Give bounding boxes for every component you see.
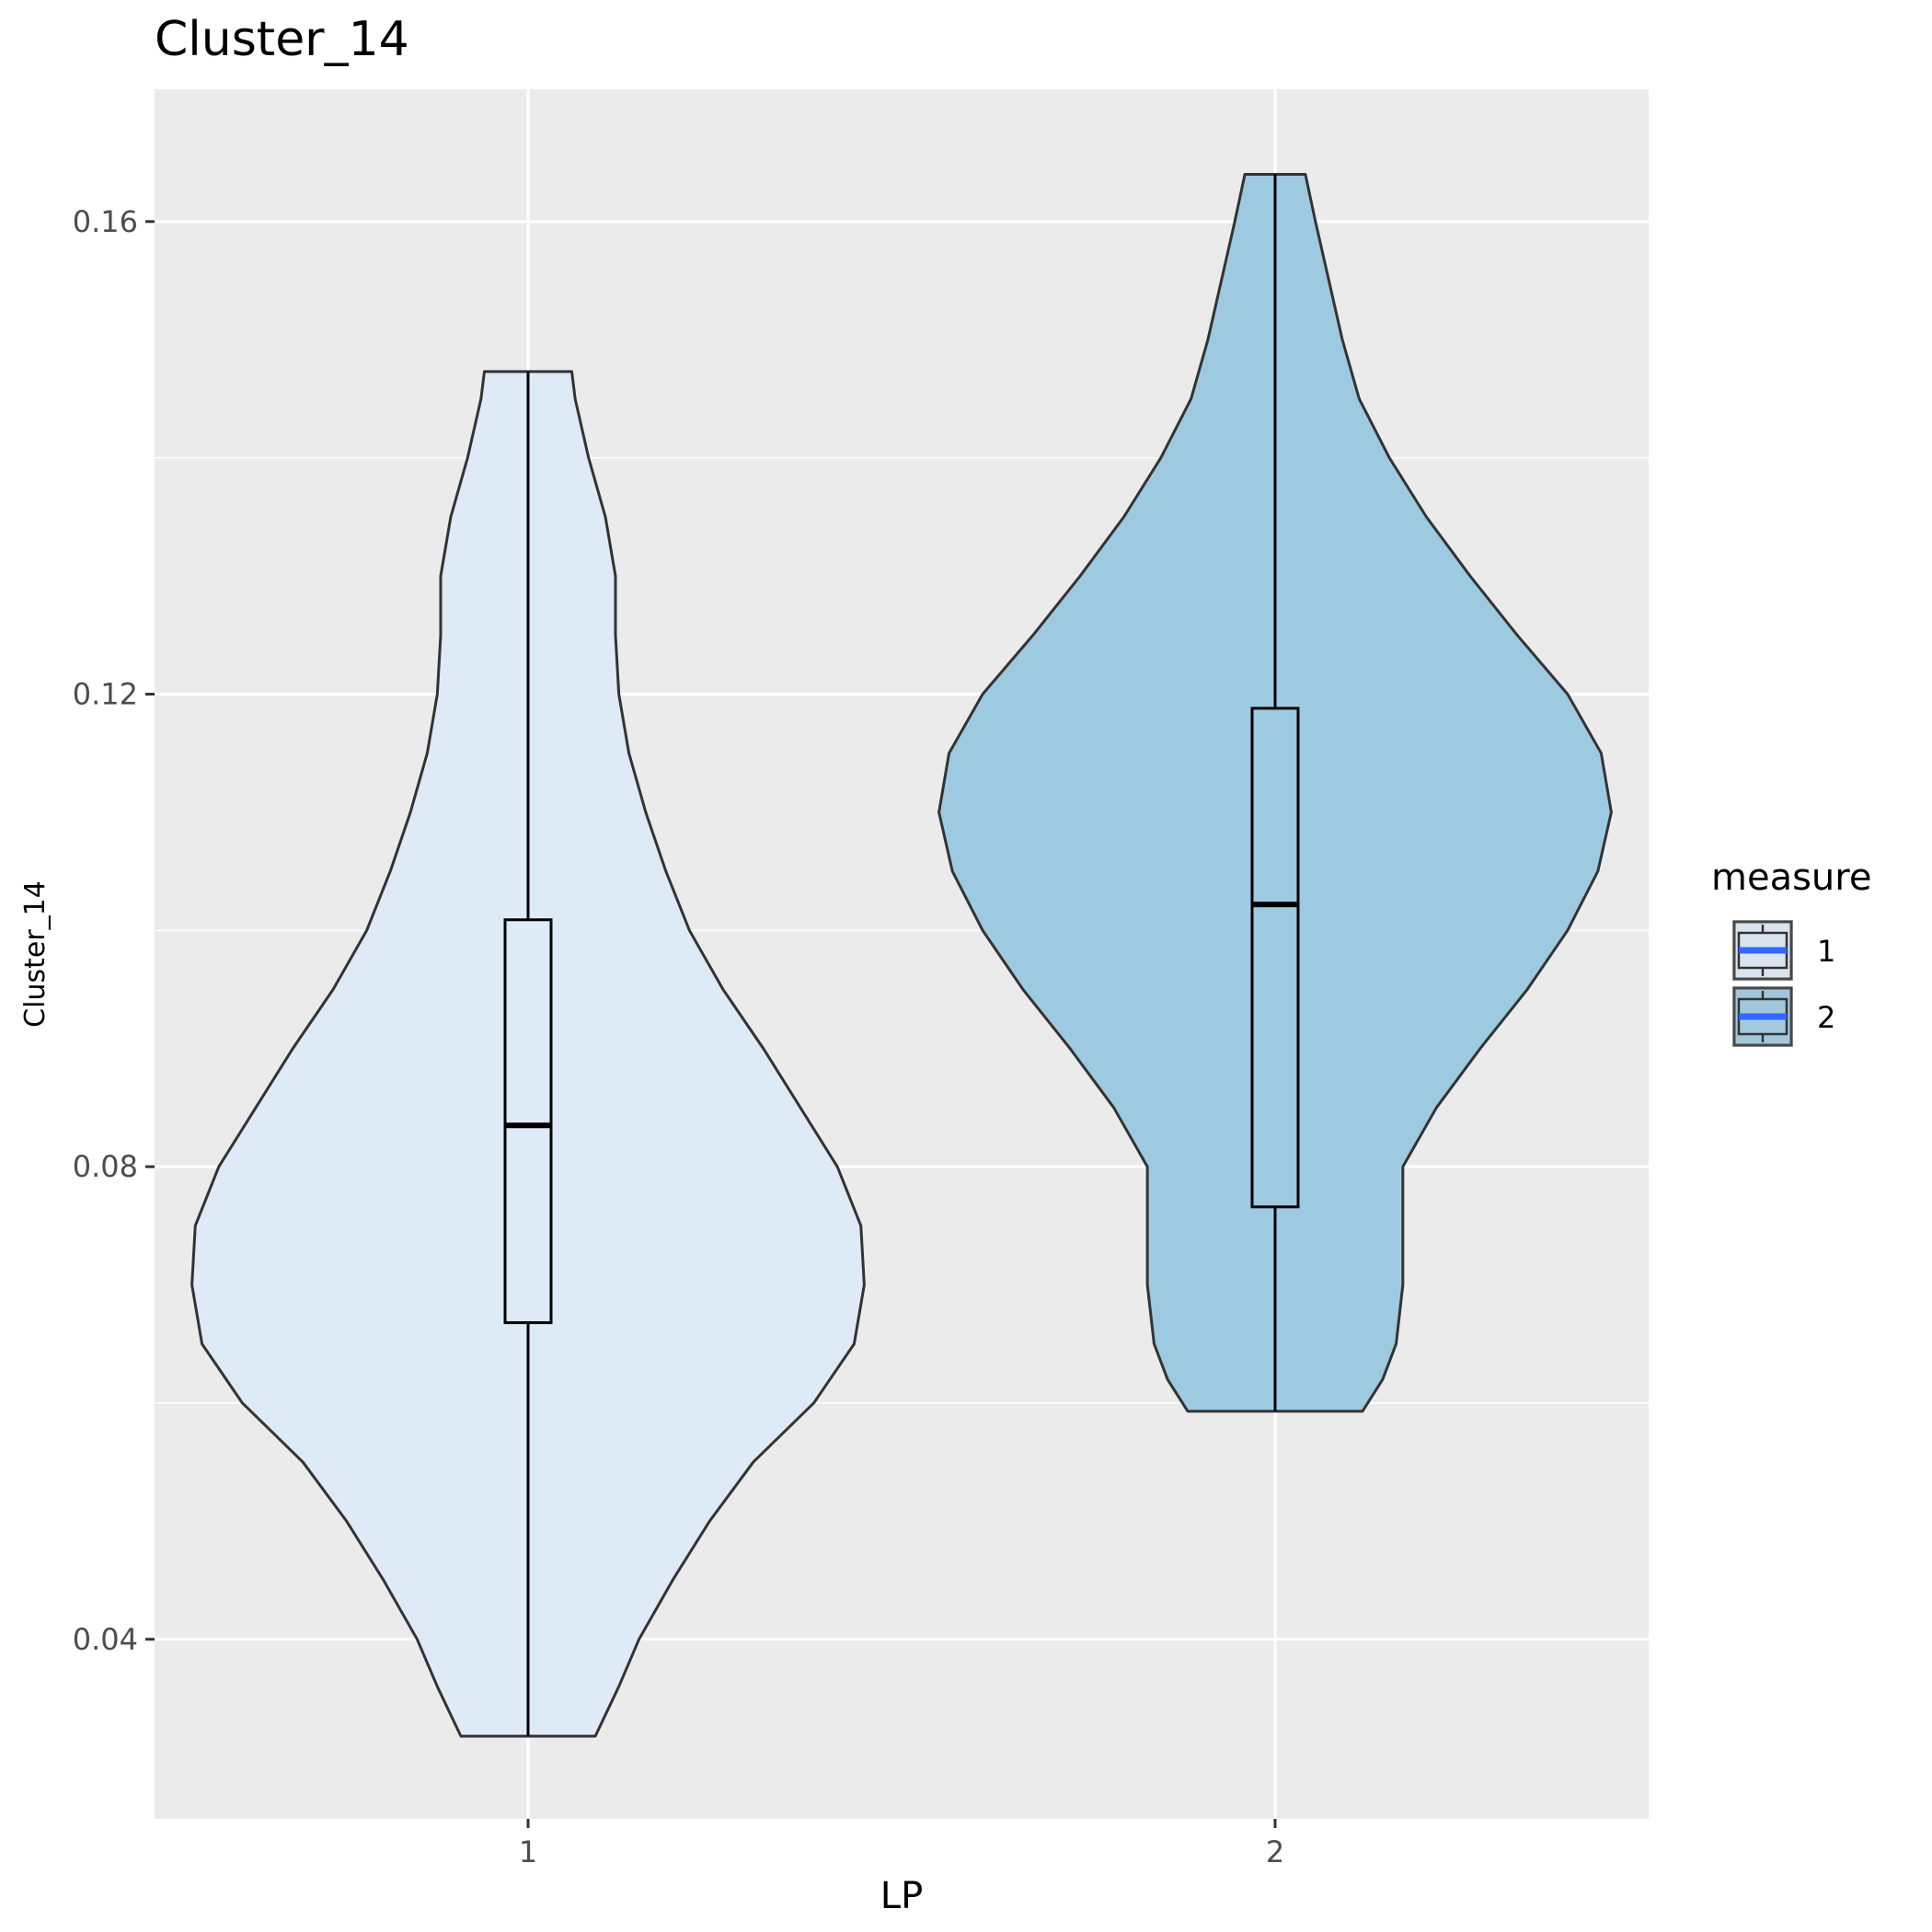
legend-entry-1: 1	[1732, 920, 1835, 981]
y-tick-label: 0.12	[73, 676, 138, 711]
chart-title: Cluster_14	[155, 12, 409, 67]
box-1	[503, 918, 553, 1325]
boxplot-layer	[503, 174, 1300, 1737]
y-axis-title: Cluster_14	[19, 880, 52, 1028]
legend-label: 2	[1817, 1000, 1835, 1035]
y-axis: 0.04 0.08 0.12 0.16	[73, 204, 155, 1657]
legend: measure 1 2	[1711, 857, 1871, 1047]
y-tick-label: 0.08	[73, 1149, 138, 1184]
box-2	[1250, 707, 1300, 1209]
legend-entry-2: 2	[1732, 986, 1835, 1047]
y-tick-label: 0.04	[73, 1622, 138, 1657]
x-axis-title: LP	[880, 1875, 923, 1917]
x-tick-label: 1	[519, 1834, 537, 1869]
y-tick-label: 0.16	[73, 204, 138, 239]
legend-label: 1	[1817, 934, 1835, 969]
legend-title: measure	[1711, 857, 1871, 899]
x-tick-label: 2	[1266, 1834, 1284, 1869]
